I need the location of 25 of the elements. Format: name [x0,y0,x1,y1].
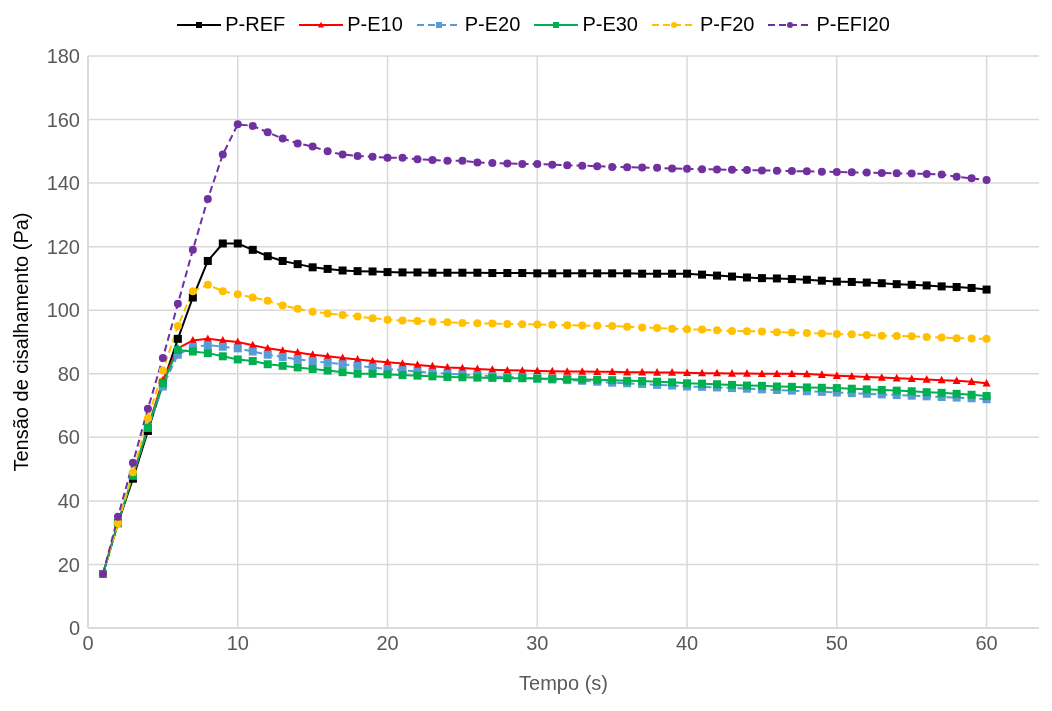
legend-label: P-E20 [464,13,521,36]
x-axis-title: Tempo (s) [519,672,608,694]
legend-label: P-E10 [347,13,403,36]
y-tick-label: 100 [46,299,80,322]
y-tick-label: 20 [57,553,80,576]
x-tick-label: 20 [376,632,399,655]
y-tick-label: 120 [46,235,80,258]
legend-label: P-REF [225,13,286,36]
y-tick-label: 60 [57,426,80,449]
x-tick-label: 30 [526,632,549,655]
y-tick-label: 180 [46,45,80,68]
legend-label: P-F20 [699,13,755,36]
x-tick-label: 10 [226,632,249,655]
y-tick-label: 160 [46,108,80,131]
x-tick-label: 50 [825,632,848,655]
legend-label: P-E30 [582,13,638,36]
x-tick-label: 60 [975,632,998,655]
y-tick-label: 0 [68,617,80,640]
y-axis-title: Tensão de cisalhamento (Pa) [10,212,33,472]
x-tick-label: 40 [675,632,699,655]
y-tick-label: 40 [57,489,80,512]
x-tick-label: 0 [82,632,94,655]
y-tick-label: 80 [57,362,80,385]
y-tick-label: 140 [46,172,80,195]
legend-label: P-EFI20 [816,13,890,36]
